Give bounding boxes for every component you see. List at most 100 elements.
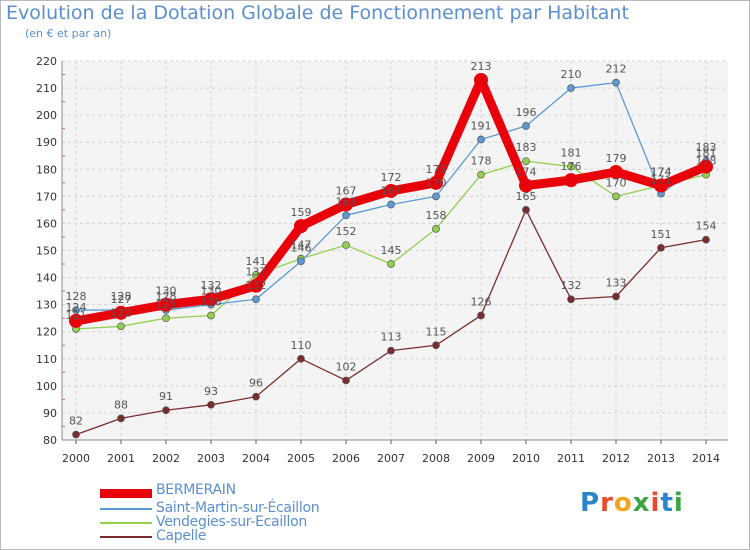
series-2-point [612,192,620,201]
data-label: 174 [516,166,537,179]
series-0-point [204,292,218,307]
legend-label-saint-martin: Saint-Martin-sur-Écaillon [156,500,320,516]
data-label: 171 [651,174,672,187]
logo-letter: i [650,488,661,518]
data-label: 179 [606,152,627,165]
data-label: 181 [561,147,582,160]
data-label: 132 [561,279,582,292]
data-label: 213 [471,60,492,73]
series-0-point [474,72,488,87]
data-label: 154 [696,220,717,233]
series-3-point [297,354,305,363]
series-2-point [477,170,485,179]
series-3-point [477,311,485,320]
series-3-point [522,206,530,214]
x-tick-label: 2007 [377,452,405,465]
series-0-point [159,297,173,312]
data-label: 210 [561,68,582,81]
series-1-point [297,257,305,266]
y-tick-label: 200 [36,109,57,122]
data-label: 212 [606,63,627,76]
proxiti-logo: Proxiti [580,488,684,518]
logo-letter: x [632,488,651,518]
y-tick-label: 120 [36,326,57,339]
x-tick-label: 2012 [602,452,630,465]
data-label: 170 [606,176,627,189]
series-2-point [522,157,530,166]
data-label: 93 [204,385,218,398]
data-label: 151 [651,228,672,241]
y-tick-label: 80 [43,434,57,447]
data-label: 159 [291,206,312,219]
series-2-point [387,260,395,268]
data-label: 163 [336,195,357,208]
legend-item-saint-martin: Saint-Martin-sur-Écaillon [100,500,400,516]
legend-swatch-saint-martin [100,508,152,510]
x-tick-label: 2008 [422,452,450,465]
x-tick-label: 2011 [557,452,585,465]
series-2-point [207,311,215,320]
data-label: 91 [159,390,173,403]
series-3-point [72,430,80,439]
data-label: 172 [381,171,402,184]
x-tick-label: 2001 [107,452,135,465]
data-label: 178 [696,155,717,168]
x-tick-label: 2013 [647,452,675,465]
legend-label-capelle: Capelle [156,528,207,544]
y-tick-label: 180 [36,163,57,176]
series-1-point [612,78,620,87]
series-1-point [252,295,260,304]
legend-label-vendegies: Vendegies-sur-Ecaillon [156,514,307,530]
series-3-point [207,400,215,409]
series-0-point [294,219,308,234]
x-tick-label: 2010 [512,452,540,465]
y-tick-label: 160 [36,217,57,230]
series-0-point [654,178,668,193]
data-label: 124 [66,301,87,314]
series-2-point [162,314,170,323]
data-label: 176 [561,160,582,173]
data-label: 167 [336,184,357,197]
data-label: 126 [471,295,492,308]
series-3-point [432,341,440,350]
data-label: 165 [516,190,537,203]
x-tick-label: 2006 [332,452,360,465]
data-label: 196 [516,106,537,119]
data-label: 126 [201,295,222,308]
data-label: 132 [201,279,222,292]
series-3-point [702,235,710,244]
data-label: 183 [516,141,537,154]
y-tick-label: 220 [36,55,57,68]
x-tick-label: 2003 [197,452,225,465]
data-label: 178 [471,155,492,168]
series-1-point [567,84,575,92]
y-tick-label: 100 [36,380,57,393]
series-2-point [342,241,350,249]
data-label: 152 [336,225,357,238]
data-label: 130 [201,285,222,298]
legend-swatch-capelle [100,536,152,538]
x-tick-label: 2009 [467,452,495,465]
series-0-point [249,278,263,293]
data-label: 82 [69,415,83,428]
data-label: 125 [156,298,177,311]
y-tick-label: 130 [36,299,57,312]
series-0-point [384,183,398,198]
legend-swatch-vendegies [100,522,152,524]
data-label: 110 [291,339,312,352]
series-1-point [477,135,485,144]
x-tick-label: 2002 [152,452,180,465]
data-label: 181 [696,147,717,160]
series-2-point [432,224,440,233]
data-label: 122 [111,306,132,319]
series-0-point [114,305,128,320]
series-2-point [567,162,575,171]
data-label: 170 [426,176,447,189]
chart-subtitle: (en € et par an) [25,27,112,40]
legend-label-bermerain: BERMERAIN [156,482,236,498]
y-tick-label: 170 [36,190,57,203]
x-tick-label: 2014 [692,452,720,465]
data-label: 146 [291,241,312,254]
data-label: 174 [651,166,672,179]
